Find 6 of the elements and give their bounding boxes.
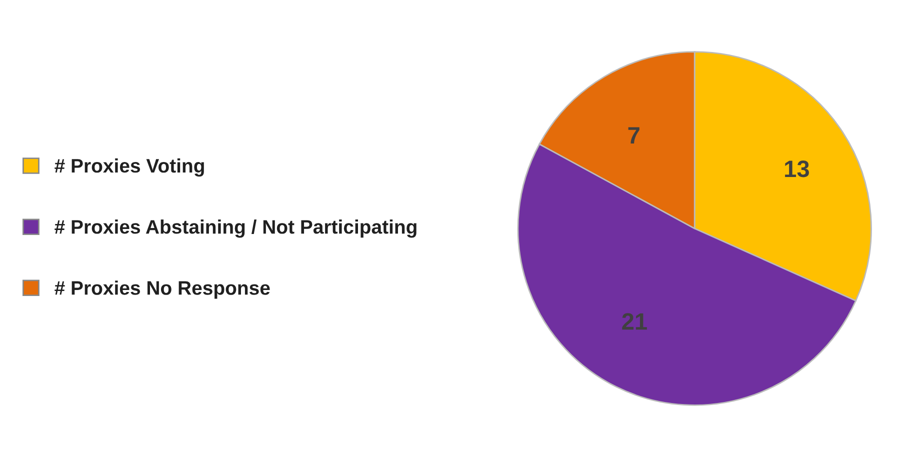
legend-label: # Proxies Voting bbox=[54, 158, 204, 177]
legend-label: # Proxies No Response bbox=[54, 280, 270, 299]
data-label: 7 bbox=[628, 127, 640, 144]
data-label: 13 bbox=[785, 160, 809, 178]
data-label: 21 bbox=[622, 313, 647, 330]
legend-label: # Proxies Abstaining / Not Participating bbox=[54, 219, 416, 238]
